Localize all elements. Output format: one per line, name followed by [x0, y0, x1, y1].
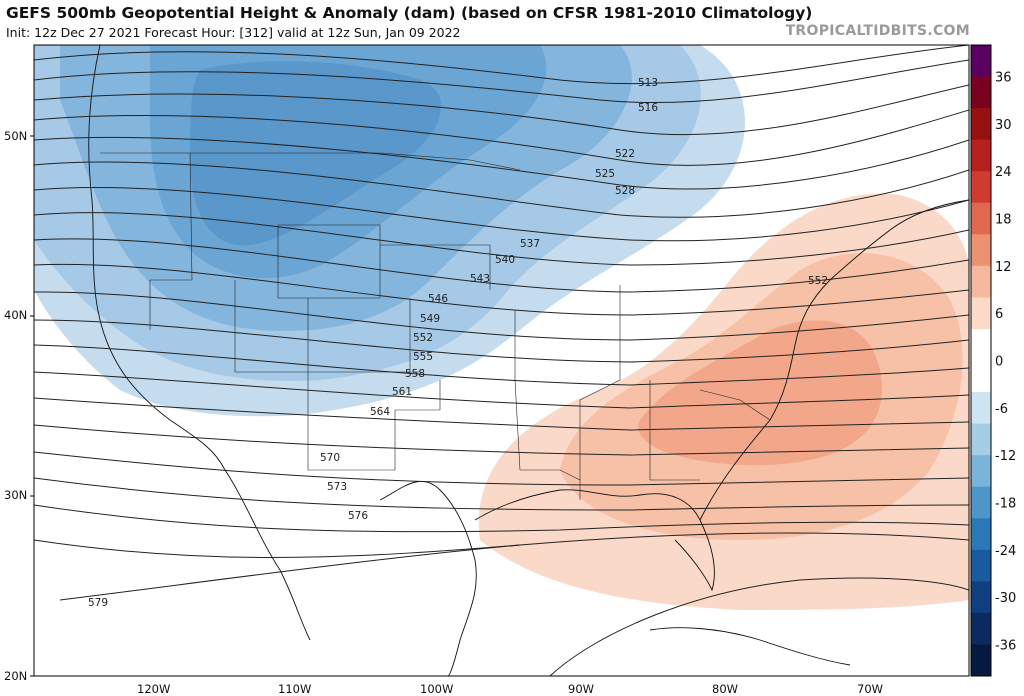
contour-label: 555 — [413, 351, 433, 363]
contour-label: 561 — [392, 386, 412, 398]
contour-labels: 513 516 522 525 528 537 540 543 546 549 … — [88, 77, 828, 609]
colorbar-swatch — [971, 297, 991, 330]
colorbar-swatch — [971, 360, 991, 393]
colorbar-swatch — [971, 45, 991, 78]
contour-label: 564 — [370, 406, 390, 418]
colorbar-swatch — [971, 612, 991, 645]
contour-label: 552 — [413, 332, 433, 344]
contour-label: 513 — [638, 77, 658, 89]
colorbar-swatch — [971, 518, 991, 551]
lon-label: 80W — [712, 682, 738, 696]
colorbar-tick-label: -30 — [995, 591, 1016, 606]
colorbar-swatch — [971, 234, 991, 267]
colorbar-tick-label: -18 — [995, 496, 1016, 511]
colorbar-tick-label: 30 — [995, 118, 1012, 133]
lon-label: 90W — [568, 682, 594, 696]
contour-label: 516 — [638, 102, 658, 114]
colorbar-tick-label: 36 — [995, 71, 1012, 86]
colorbar-swatch — [971, 549, 991, 582]
contour-label: 522 — [615, 148, 635, 160]
contour-label: 552 — [808, 275, 828, 287]
colorbar-tick-label: 18 — [995, 213, 1012, 228]
colorbar-tick-label: -12 — [995, 449, 1016, 464]
colorbar-swatch — [971, 486, 991, 519]
contour-label: 528 — [615, 185, 635, 197]
colorbar-swatch — [971, 644, 991, 677]
colorbar-swatch — [971, 108, 991, 141]
contour-label: 537 — [520, 238, 540, 250]
lon-label: 100W — [420, 682, 453, 696]
contour-label: 576 — [348, 510, 368, 522]
contour-label: 573 — [327, 481, 347, 493]
contour-label: 546 — [428, 293, 448, 305]
colorbar-swatch — [971, 423, 991, 456]
colorbar-tick-label: 6 — [995, 307, 1003, 322]
map-title: GEFS 500mb Geopotential Height & Anomaly… — [6, 4, 813, 22]
latitude-labels: 50N 40N 30N 20N — [4, 129, 34, 683]
lat-label: 30N — [4, 488, 27, 502]
coastlines — [88, 45, 969, 676]
lon-label: 110W — [278, 682, 311, 696]
contour-label: 570 — [320, 452, 340, 464]
contour-label: 543 — [470, 273, 490, 285]
colorbar-tick-label: -36 — [995, 638, 1016, 653]
contour-label: 549 — [420, 313, 440, 325]
contour-label: 558 — [405, 368, 425, 380]
lat-label: 40N — [4, 308, 27, 322]
colorbar-tick-label: -24 — [995, 544, 1016, 559]
colorbar-swatch — [971, 581, 991, 614]
contour-label: 525 — [595, 168, 615, 180]
lat-label: 50N — [4, 129, 27, 143]
colorbar-tick-label: 0 — [995, 355, 1003, 370]
brand-watermark: TROPICALTIDBITS.COM — [785, 23, 970, 39]
colorbar-swatch — [971, 265, 991, 298]
colorbar-swatch — [971, 171, 991, 204]
map-subtitle: Init: 12z Dec 27 2021 Forecast Hour: [31… — [6, 25, 461, 40]
colorbar-tick-label: -6 — [995, 402, 1008, 417]
lon-label: 120W — [137, 682, 170, 696]
longitude-labels: 120W 110W 100W 90W 80W 70W — [137, 682, 883, 696]
lon-label: 70W — [857, 682, 883, 696]
lat-label: 20N — [4, 669, 27, 683]
colorbar-swatch — [971, 139, 991, 172]
colorbar-swatch — [971, 328, 991, 361]
colorbar-swatch — [971, 202, 991, 235]
colorbar-swatch — [971, 392, 991, 425]
colorbar-frame — [970, 44, 992, 677]
contour-label: 540 — [495, 254, 515, 266]
colorbar: 36 30 24 18 12 6 0 -6 -12 -18 -24 -30 -36 — [970, 44, 1016, 677]
colorbar-tick-label: 12 — [995, 260, 1012, 275]
colorbar-swatch — [971, 455, 991, 488]
map-frame — [33, 44, 970, 677]
colorbar-swatch — [971, 76, 991, 109]
contour-label: 579 — [88, 597, 108, 609]
colorbar-tick-label: 24 — [995, 165, 1012, 180]
